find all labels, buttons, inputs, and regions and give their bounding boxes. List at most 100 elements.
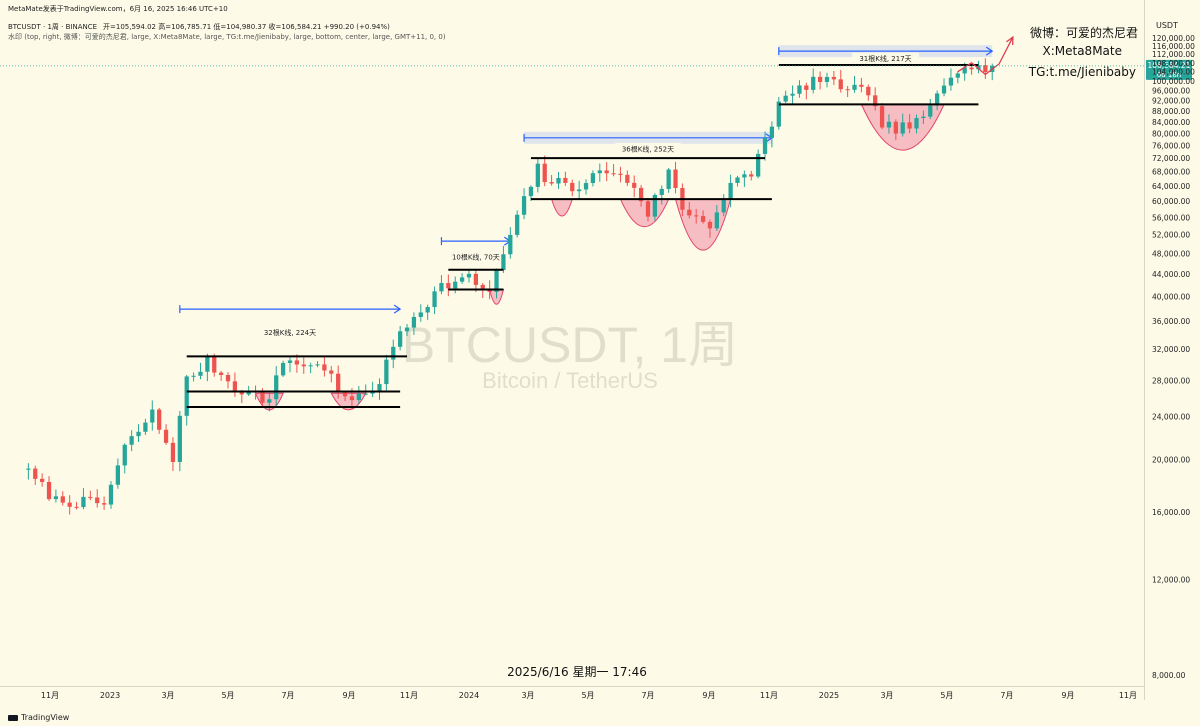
range-measure: 10根K线, 70天 <box>440 236 512 263</box>
price-tick-label: 120,000.00 <box>1152 34 1195 43</box>
price-tick-label: 108,000.00 <box>1152 59 1195 68</box>
candle <box>267 393 272 412</box>
price-tick-label: 68,000.00 <box>1152 168 1190 177</box>
candle <box>384 354 389 391</box>
candle <box>590 170 596 187</box>
symbol-name[interactable]: BTCUSDT · 1周 · BINANCE <box>8 23 98 31</box>
candle <box>549 174 554 186</box>
range-measure: 36根K线, 252天 <box>523 131 773 155</box>
candle <box>521 188 527 220</box>
candle <box>101 496 107 510</box>
tradingview-logo-icon <box>8 714 18 721</box>
candle <box>53 489 59 503</box>
bar-countdown: 6d 18h <box>1157 71 1181 79</box>
candle <box>694 208 699 224</box>
candle <box>466 269 472 283</box>
candle <box>418 304 423 322</box>
price-tick-label: 40,000.00 <box>1152 292 1190 301</box>
price-tick-label: 8,000.00 <box>1152 671 1186 680</box>
candle <box>879 103 885 130</box>
price-tick-label: 72,000.00 <box>1152 154 1190 163</box>
candle <box>432 286 437 314</box>
candle <box>893 119 898 141</box>
candle <box>652 193 658 221</box>
candle <box>377 378 382 400</box>
candle <box>342 391 348 402</box>
price-tick-label: 20,000.00 <box>1152 455 1190 464</box>
symbol-info: BTCUSDT · 1周 · BINANCE 开=105,594.02 高=106… <box>8 22 390 32</box>
price-tick-label: 88,000.00 <box>1152 107 1190 116</box>
tradingview-logo[interactable]: TradingView <box>8 713 69 722</box>
currency-label: USDT <box>1156 21 1178 30</box>
candle <box>824 72 830 88</box>
price-tick-label: 80,000.00 <box>1152 129 1190 138</box>
candle <box>411 312 417 335</box>
candle <box>274 366 279 406</box>
ohlc-values: 开=105,594.02 高=106,785.71 低=104,980.37 收… <box>103 23 390 31</box>
candle <box>914 114 919 134</box>
candle <box>329 366 334 383</box>
candle <box>749 170 754 181</box>
candle <box>983 58 988 80</box>
time-tick-label: 2023 <box>100 691 120 700</box>
candle <box>673 161 678 194</box>
candle <box>659 185 664 205</box>
candle <box>212 353 217 377</box>
candle <box>81 488 86 510</box>
candle <box>150 400 155 431</box>
candle <box>280 360 286 377</box>
time-axis[interactable]: 11月 2023 3月 5月 7月 9月 11月 2024 3月 5月 7月 9月 11月 2025 3月 5… <box>0 686 1144 701</box>
symbol-watermark: BTCUSDT, 1周 Bitcoin / TetherUS <box>402 317 738 393</box>
time-tick-label: 5月 <box>581 691 594 700</box>
candle <box>46 476 52 501</box>
candle <box>157 407 162 434</box>
candle <box>446 274 451 297</box>
candle <box>95 489 100 508</box>
range-label: 36根K线, 252天 <box>622 144 674 153</box>
time-tick-label: 9月 <box>342 691 355 700</box>
candle <box>604 162 609 182</box>
price-tick-label: 64,000.00 <box>1152 182 1190 191</box>
candle <box>356 386 361 404</box>
price-tick-label: 104,000.00 <box>1152 68 1195 77</box>
candle <box>625 170 630 186</box>
candle <box>852 75 857 93</box>
range-label: 32根K线, 224天 <box>264 328 316 337</box>
candle <box>597 163 602 182</box>
price-tick-label: 32,000.00 <box>1152 345 1190 354</box>
candle <box>301 357 306 374</box>
price-axis[interactable]: USDT 8,000.00 12,000.00 16,000.00 20,000.00… <box>1144 0 1196 700</box>
social-weibo: 微博：可爱的杰尼君 <box>1029 26 1138 40</box>
social-tg: TG:t.me/Jienibaby <box>1028 65 1136 79</box>
price-tick-label: 100,000.00 <box>1152 77 1195 86</box>
candle <box>515 210 520 238</box>
cup-pattern <box>550 198 573 217</box>
candle <box>900 113 905 137</box>
range-measure: 32根K线, 224天 <box>179 304 402 339</box>
time-tick-label: 9月 <box>702 691 715 700</box>
candle <box>542 155 547 187</box>
candle <box>948 68 954 91</box>
candle <box>638 185 644 207</box>
candle <box>425 304 430 320</box>
candle <box>666 167 671 193</box>
candle <box>108 481 114 509</box>
candle <box>398 325 403 351</box>
watermark-sub-text: Bitcoin / TetherUS <box>482 368 658 393</box>
candle <box>60 491 65 506</box>
candle <box>866 84 871 101</box>
candle <box>535 158 540 193</box>
candle <box>294 354 300 373</box>
candle <box>225 372 231 389</box>
candle <box>618 166 623 183</box>
watermark-settings: 水印 (top, right, 微博：可爱的杰尼君, large, X:Meta… <box>8 33 446 41</box>
candle <box>308 362 313 374</box>
price-tick-label: 28,000.00 <box>1152 376 1190 385</box>
price-tick-label: 12,000.00 <box>1152 576 1190 585</box>
candle <box>762 131 768 161</box>
time-tick-label: 3月 <box>880 691 893 700</box>
price-tick-label: 84,000.00 <box>1152 118 1190 127</box>
candle <box>577 180 582 200</box>
range-label: 10根K线, 70天 <box>452 252 500 261</box>
